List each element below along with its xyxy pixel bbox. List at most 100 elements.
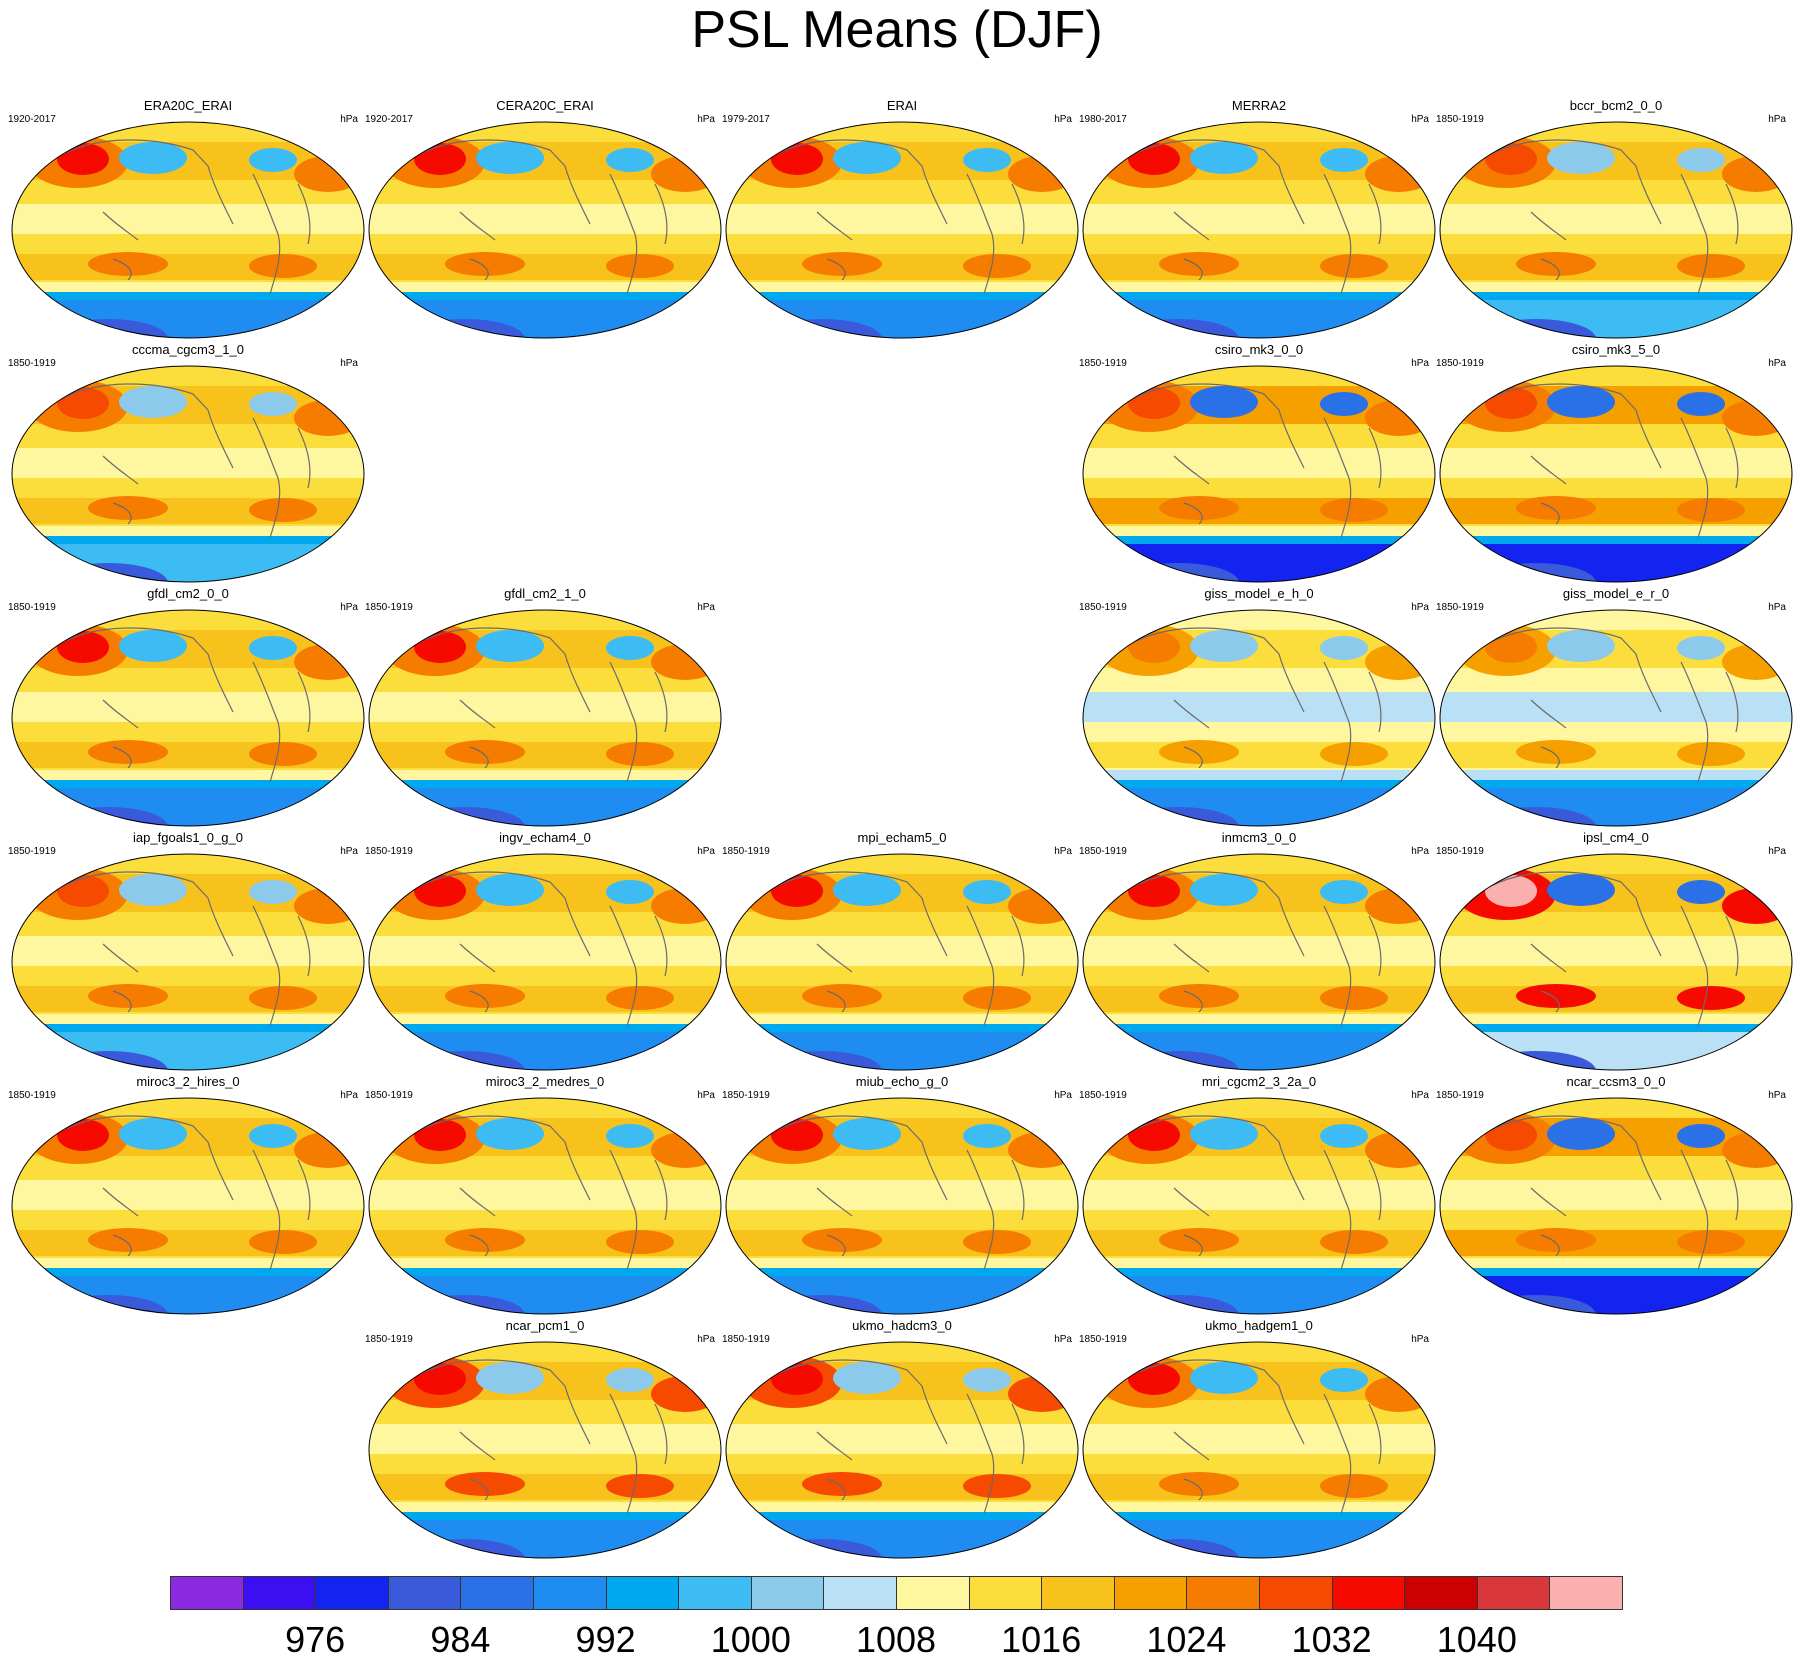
azores-high bbox=[1365, 1376, 1433, 1412]
psl-map bbox=[1082, 1341, 1436, 1559]
panel-years: 1850-1919 bbox=[365, 846, 413, 857]
subpolar-transition bbox=[1083, 1014, 1435, 1024]
panel-years: 1850-1919 bbox=[1436, 846, 1484, 857]
panel-years: 1850-1919 bbox=[722, 1090, 770, 1101]
subpolar-transition bbox=[726, 1258, 1078, 1268]
south-atlantic-high bbox=[963, 1230, 1031, 1254]
panel-title: CERA20C_ERAI bbox=[496, 98, 594, 113]
coastlines bbox=[62, 871, 311, 1027]
aleutian-low bbox=[1547, 142, 1615, 174]
south-atlantic-high bbox=[1320, 986, 1388, 1010]
figure-title: PSL Means (DJF) bbox=[691, 1, 1103, 59]
south-pacific-high bbox=[1159, 740, 1239, 764]
coastlines bbox=[1133, 1115, 1382, 1271]
map-border bbox=[1082, 1097, 1436, 1315]
siberian-high-core bbox=[1485, 143, 1537, 175]
south-pacific-high bbox=[1516, 984, 1596, 1008]
siberian-high-core bbox=[1128, 1363, 1180, 1395]
map-panel: giss_model_e_r_0 1850-1919 hPa bbox=[1436, 586, 1794, 830]
aleutian-low bbox=[119, 142, 187, 174]
colorbar-label: 984 bbox=[430, 1619, 491, 1660]
subpolar-transition bbox=[369, 770, 721, 780]
psl-map bbox=[1439, 1097, 1793, 1315]
tropical-low-band bbox=[369, 1424, 721, 1454]
map-border bbox=[725, 1097, 1079, 1315]
tropical-low-band bbox=[369, 204, 721, 234]
azores-high bbox=[1365, 888, 1433, 924]
icelandic-low bbox=[1320, 1124, 1368, 1148]
siberian-high-core bbox=[1128, 875, 1180, 907]
map-border bbox=[1439, 609, 1793, 827]
azores-high bbox=[651, 888, 719, 924]
south-atlantic-high bbox=[606, 742, 674, 766]
south-atlantic-high bbox=[1320, 742, 1388, 766]
azores-high bbox=[1365, 1132, 1433, 1168]
siberian-high-core bbox=[414, 875, 466, 907]
panel-units: hPa bbox=[1054, 846, 1072, 857]
aleutian-low bbox=[476, 142, 544, 174]
south-pacific-high bbox=[1516, 496, 1596, 520]
subpolar-transition bbox=[1440, 526, 1792, 536]
coastlines bbox=[62, 627, 311, 783]
coastlines bbox=[1490, 383, 1739, 539]
aleutian-low bbox=[476, 630, 544, 662]
map-border bbox=[11, 1097, 365, 1315]
aleutian-low bbox=[1547, 1118, 1615, 1150]
panel-years: 1850-1919 bbox=[1436, 358, 1484, 369]
tropical-low-band bbox=[1083, 692, 1435, 722]
coastlines bbox=[419, 1115, 668, 1271]
colorbar-box bbox=[170, 1576, 244, 1610]
siberian-high-core bbox=[57, 387, 109, 419]
panel-units: hPa bbox=[1768, 1090, 1786, 1101]
panel-units: hPa bbox=[340, 1090, 358, 1101]
panel-units: hPa bbox=[1768, 358, 1786, 369]
coastlines bbox=[62, 139, 311, 295]
southern-ocean-low bbox=[1083, 1032, 1435, 1070]
psl-map bbox=[11, 365, 365, 583]
colorbar-box bbox=[533, 1576, 607, 1610]
subpolar-transition bbox=[726, 282, 1078, 292]
map-panel: ipsl_cm4_0 1850-1919 hPa bbox=[1436, 830, 1794, 1074]
psl-map bbox=[11, 609, 365, 827]
map-panel: miroc3_2_medres_0 1850-1919 hPa bbox=[365, 1074, 725, 1318]
colorbar-box bbox=[1331, 1576, 1406, 1610]
tropical-low-band bbox=[1440, 1180, 1792, 1210]
icelandic-low bbox=[963, 148, 1011, 172]
azores-high bbox=[651, 1132, 719, 1168]
panel-title: giss_model_e_h_0 bbox=[1204, 586, 1314, 601]
map-border bbox=[1082, 609, 1436, 827]
subpolar-transition bbox=[369, 282, 721, 292]
panel-units: hPa bbox=[1411, 358, 1429, 369]
panel-units: hPa bbox=[697, 846, 715, 857]
tropical-low-band bbox=[12, 1180, 364, 1210]
subpolar-transition bbox=[12, 526, 364, 536]
icelandic-low bbox=[606, 1124, 654, 1148]
coastlines bbox=[1133, 383, 1382, 539]
southern-ocean-low bbox=[1083, 788, 1435, 826]
map-panel: bccr_bcm2_0_0 1850-1919 hPa bbox=[1436, 98, 1794, 342]
panel-years: 1850-1919 bbox=[8, 846, 56, 857]
panel-title: MERRA2 bbox=[1231, 98, 1287, 113]
colorbar-box bbox=[1041, 1576, 1115, 1610]
south-atlantic-high bbox=[606, 1474, 674, 1498]
coastlines bbox=[1490, 627, 1739, 783]
aleutian-low bbox=[476, 874, 544, 906]
azores-high bbox=[651, 156, 719, 192]
south-atlantic-high bbox=[249, 498, 317, 522]
psl-map bbox=[11, 853, 365, 1071]
panel-years: 1850-1919 bbox=[722, 846, 770, 857]
panel-years: 1920-2017 bbox=[365, 114, 413, 125]
south-pacific-high bbox=[445, 1472, 525, 1496]
siberian-high-core bbox=[57, 631, 109, 663]
map-border bbox=[725, 121, 1079, 339]
coastlines bbox=[419, 871, 668, 1027]
azores-high bbox=[294, 1132, 362, 1168]
south-pacific-high bbox=[445, 740, 525, 764]
southern-ocean-low bbox=[1083, 544, 1435, 582]
siberian-high-core bbox=[1128, 1119, 1180, 1151]
azores-high bbox=[1722, 400, 1790, 436]
aleutian-low bbox=[1547, 630, 1615, 662]
panel-units: hPa bbox=[697, 1334, 715, 1345]
icelandic-low bbox=[1677, 636, 1725, 660]
aleutian-low bbox=[1190, 1118, 1258, 1150]
